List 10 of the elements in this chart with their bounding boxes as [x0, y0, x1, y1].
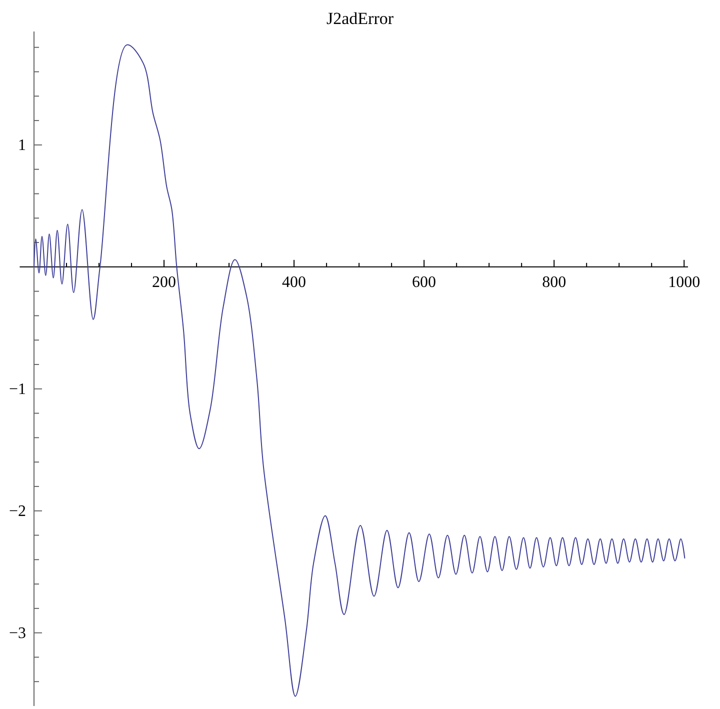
y-tick-label: −1	[8, 380, 26, 398]
x-tick-label: 600	[412, 274, 436, 291]
x-tick-label: 1000	[668, 274, 700, 291]
y-tick-label: −2	[8, 502, 26, 520]
x-tick-label: 200	[152, 274, 176, 291]
y-tick-label: 1	[18, 136, 26, 154]
y-tick-label: −3	[8, 624, 26, 642]
x-tick-label: 400	[282, 274, 306, 291]
chart-title: J2adError	[326, 9, 394, 28]
x-tick-label: 800	[542, 274, 566, 291]
